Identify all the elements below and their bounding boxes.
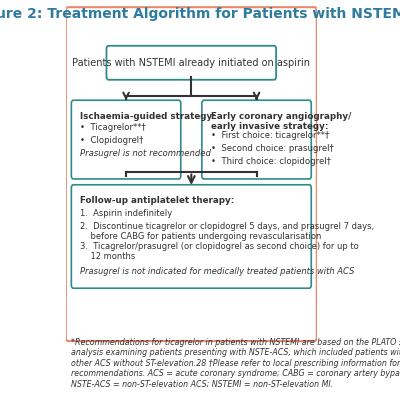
Text: *Recommendations for ticagrelor in patients with NSTEMI are based on the PLATO s: *Recommendations for ticagrelor in patie…: [71, 338, 400, 389]
Text: •  First choice: ticagrelor**†: • First choice: ticagrelor**†: [211, 131, 329, 140]
Text: Ischaemia-guided strategy:: Ischaemia-guided strategy:: [80, 112, 216, 121]
Text: 1.  Aspirin indefinitely: 1. Aspirin indefinitely: [80, 209, 173, 218]
FancyBboxPatch shape: [106, 46, 276, 80]
Text: 3.  Ticagrelor/prasugrel (or clopidogrel as second choice) for up to
    12 mont: 3. Ticagrelor/prasugrel (or clopidogrel …: [80, 242, 359, 261]
Text: •  Clopidogrel†: • Clopidogrel†: [80, 136, 144, 145]
Text: Figure 2: Treatment Algorithm for Patients with NSTEMI: Figure 2: Treatment Algorithm for Patien…: [0, 7, 400, 21]
FancyBboxPatch shape: [71, 185, 311, 288]
FancyBboxPatch shape: [202, 100, 311, 179]
Text: Prasugrel is not recommended: Prasugrel is not recommended: [80, 149, 211, 158]
FancyBboxPatch shape: [71, 100, 181, 179]
Text: Patients with NSTEMI already initiated on aspirin: Patients with NSTEMI already initiated o…: [72, 58, 310, 68]
Text: •  Second choice: prasugrel†: • Second choice: prasugrel†: [211, 144, 334, 153]
Text: Early coronary angiography/
early invasive strategy:: Early coronary angiography/ early invasi…: [211, 112, 351, 131]
Text: •  Ticagrelor**†: • Ticagrelor**†: [80, 123, 146, 132]
Text: •  Third choice: clopidogrel†: • Third choice: clopidogrel†: [211, 156, 331, 166]
FancyBboxPatch shape: [66, 7, 317, 341]
Text: Follow-up antiplatelet therapy:: Follow-up antiplatelet therapy:: [80, 196, 235, 205]
Text: 2.  Discontinue ticagrelor or clopidogrel 5 days, and prasugrel 7 days,
    befo: 2. Discontinue ticagrelor or clopidogrel…: [80, 222, 374, 241]
Text: Prasugrel is not indicated for medically treated patients with ACS: Prasugrel is not indicated for medically…: [80, 267, 355, 276]
